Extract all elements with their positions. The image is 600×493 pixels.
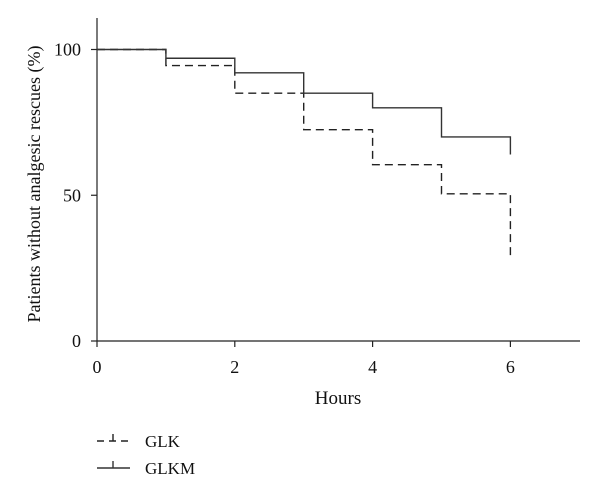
- y-tick-label: 50: [63, 185, 81, 205]
- x-ticks: 0 2 4 6: [93, 341, 515, 377]
- x-tick-label: 6: [506, 357, 515, 377]
- y-tick-label: 100: [54, 40, 81, 60]
- legend: GLK GLKM: [97, 432, 195, 478]
- legend-item-glkm: GLKM: [97, 459, 195, 478]
- y-tick-label: 0: [72, 331, 81, 351]
- x-tick-label: 2: [230, 357, 239, 377]
- y-axis-label: Patients without analgesic rescues (%): [24, 46, 45, 323]
- legend-item-glk: GLK: [97, 432, 181, 451]
- y-ticks: 0 50 100: [54, 40, 97, 351]
- series-line-glk: [97, 48, 512, 257]
- axes: 0 2 4 6 0 50 100: [54, 18, 580, 377]
- legend-label-glk: GLK: [145, 432, 181, 451]
- x-axis-label: Hours: [315, 388, 361, 409]
- x-tick-label: 0: [93, 357, 102, 377]
- x-tick-label: 4: [368, 357, 377, 377]
- series-line-glkm: [97, 48, 512, 155]
- series-lines: [97, 48, 512, 257]
- legend-label-glkm: GLKM: [145, 459, 195, 478]
